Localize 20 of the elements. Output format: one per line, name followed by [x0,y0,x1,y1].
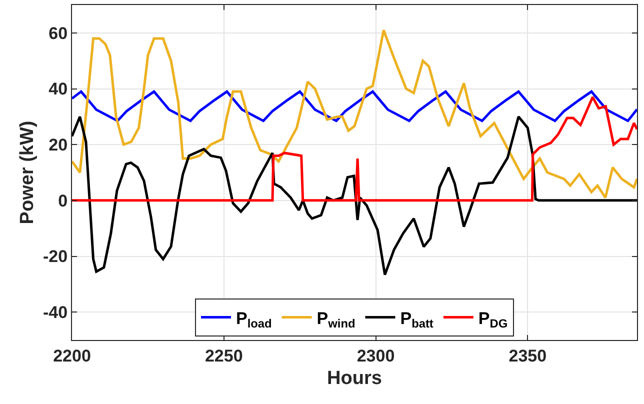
y-tick-label: -20 [43,247,68,266]
x-axis-title: Hours [327,368,382,390]
legend-label: P$_{batt}$ [400,308,434,330]
x-tick-label: 2250 [204,346,243,366]
legend-label: P$_{DG}$ [478,308,508,330]
line-series [72,115,637,276]
y-axis-title: Power (kW) [16,120,38,224]
x-tick-label: 2350 [508,346,547,366]
legend-label: P$_{load}$ [236,308,272,330]
legend-label: P$_{wind}$ [316,308,356,330]
y-tick-label: 60 [48,24,68,43]
line-series [72,28,637,199]
line-series [72,90,637,122]
y-tick-label: 0 [58,191,68,210]
line-series [72,96,637,202]
y-tick-label: 40 [48,80,68,99]
y-tick-label: 20 [48,136,68,155]
x-tick-label: 2300 [356,346,395,366]
x-tick-label: 2200 [53,346,91,366]
y-tick-label: -40 [43,303,68,322]
